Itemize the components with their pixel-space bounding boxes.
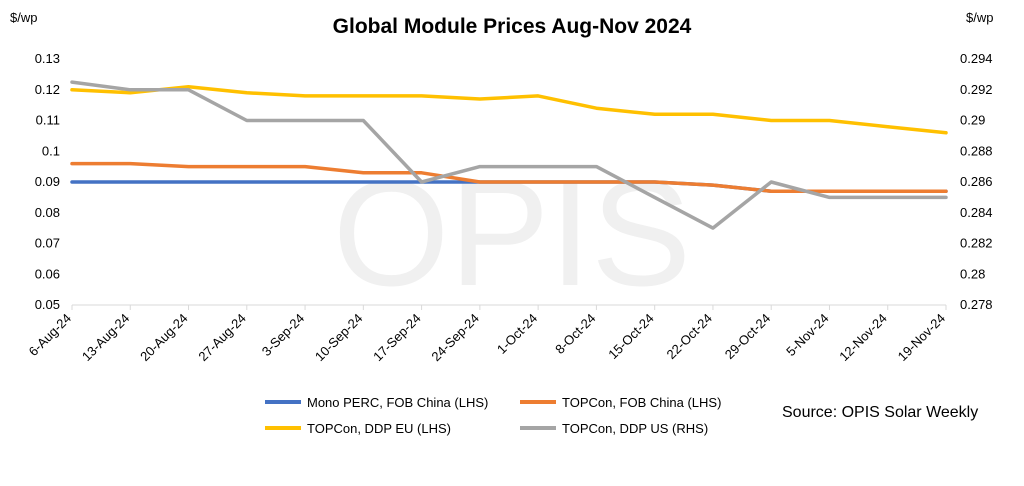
right-tick-label: 0.282	[960, 236, 993, 251]
right-tick-label: 0.278	[960, 297, 993, 312]
x-tick-label: 24-Sep-24	[428, 311, 482, 365]
right-tick-label: 0.292	[960, 82, 993, 97]
x-tick-label: 29-Oct-24	[722, 311, 773, 362]
right-axis: 0.278 0.28 0.282 0.284 0.286 0.288 0.29 0.292 0.…	[960, 51, 993, 312]
legend-label: Mono PERC, FOB China (LHS)	[307, 395, 488, 410]
x-tick-label: 22-Oct-24	[664, 311, 715, 362]
left-tick-label: 0.06	[35, 266, 60, 281]
x-tick-label: 3-Sep-24	[259, 311, 307, 359]
x-tick-label: 27-Aug-24	[195, 311, 249, 365]
x-tick-label: 17-Sep-24	[370, 311, 424, 365]
right-tick-label: 0.294	[960, 51, 993, 66]
watermark: OPIS	[333, 149, 691, 317]
left-tick-label: 0.05	[35, 297, 60, 312]
right-tick-label: 0.28	[960, 266, 985, 281]
x-tick-label: 19-Nov-24	[895, 311, 949, 365]
series-line-topcon-ddp-eu-lhs	[70, 84, 948, 135]
source-note: Source: OPIS Solar Weekly	[782, 404, 978, 421]
right-axis-unit: $/wp	[966, 10, 993, 25]
left-tick-label: 0.11	[36, 113, 60, 128]
right-tick-label: 0.288	[960, 143, 993, 158]
legend-label: TOPCon, DDP US (RHS)	[562, 421, 708, 436]
legend: Mono PERC, FOB China (LHS) TOPCon, FOB Ch…	[265, 395, 721, 436]
x-tick-label: 8-Oct-24	[552, 311, 598, 357]
x-tick-label: 12-Nov-24	[836, 311, 890, 365]
left-tick-label: 0.09	[35, 174, 60, 189]
left-tick-label: 0.12	[35, 82, 60, 97]
x-tick-label: 20-Aug-24	[137, 311, 191, 365]
legend-label: TOPCon, FOB China (LHS)	[562, 395, 721, 410]
x-tick-label: 13-Aug-24	[79, 311, 133, 365]
series-line-topcon-ddp-us-rhs	[70, 80, 948, 230]
chart-title: Global Module Prices Aug-Nov 2024	[333, 15, 692, 38]
left-tick-label: 0.08	[35, 205, 60, 220]
left-axis-unit: $/wp	[10, 10, 37, 25]
series-layer	[70, 80, 948, 230]
right-tick-label: 0.284	[960, 205, 993, 220]
x-tick-label: 6-Aug-24	[26, 311, 74, 359]
x-tick-label: 15-Oct-24	[605, 311, 656, 362]
x-tick-label: 10-Sep-24	[312, 311, 366, 365]
legend-label: TOPCon, DDP EU (LHS)	[307, 421, 451, 436]
left-axis: 0.05 0.06 0.07 0.08 0.09 0.1 0.11 0.12 0.13	[35, 51, 60, 312]
right-tick-label: 0.286	[960, 174, 993, 189]
left-tick-label: 0.07	[35, 236, 60, 251]
right-tick-label: 0.29	[960, 113, 985, 128]
left-tick-label: 0.13	[35, 51, 60, 66]
x-tick-label: 1-Oct-24	[494, 311, 540, 357]
x-tick-label: 5-Nov-24	[783, 311, 831, 359]
left-tick-label: 0.1	[42, 143, 60, 158]
